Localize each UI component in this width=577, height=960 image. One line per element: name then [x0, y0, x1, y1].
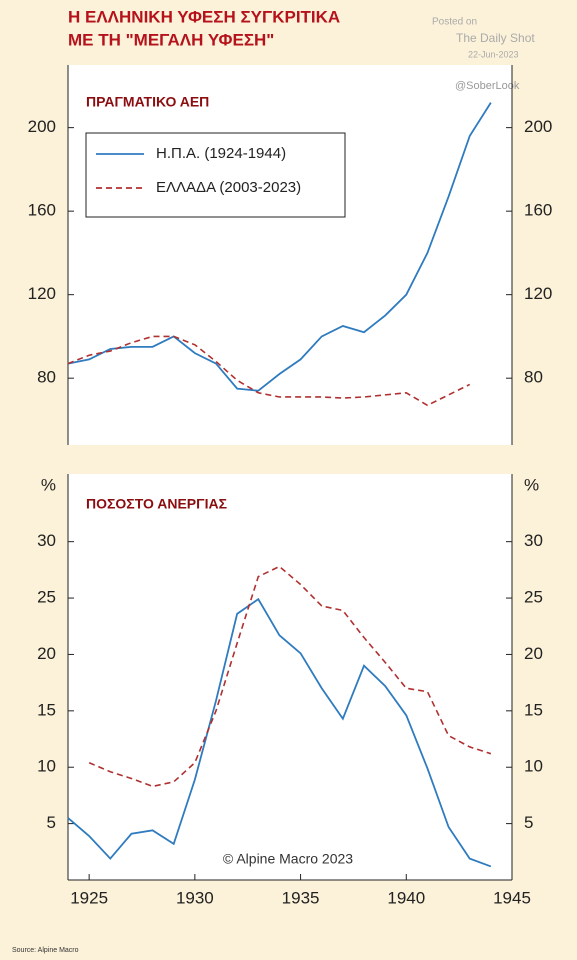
- legend-label: Η.Π.Α. (1924-1944): [156, 145, 286, 162]
- handle: @SoberLook: [455, 80, 520, 92]
- panel-top: [68, 65, 512, 445]
- date: 22-Jun-2023: [468, 49, 519, 59]
- y-tick-label: 160: [28, 201, 56, 220]
- page-title: Η ΕΛΛΗΝΙΚΗ ΥΦΕΣΗ ΣΥΓΚΡΙΤΙΚΑ: [68, 7, 340, 26]
- data-line: [67, 102, 492, 392]
- posted: Posted on: [432, 17, 477, 28]
- y-tick-label: 5: [524, 813, 533, 832]
- annotation: © Alpine Macro 2023: [223, 851, 353, 867]
- legend-box: [85, 132, 346, 218]
- y-tick-label: 20: [37, 644, 56, 663]
- y-tick-label: 30: [37, 531, 56, 550]
- y-tick-label: 15: [524, 700, 543, 719]
- y-tick-label: 20: [524, 644, 543, 663]
- panel-bottom: [68, 474, 512, 880]
- y-tick-label: 10: [524, 757, 543, 776]
- x-tick-label: 1940: [387, 888, 425, 907]
- y-tick-label: 120: [524, 284, 552, 303]
- y-tick-label: 10: [37, 757, 56, 776]
- publisher: The Daily Shot: [456, 31, 535, 45]
- y-tick-label: 25: [37, 588, 56, 607]
- y-tick-label: 30: [524, 531, 543, 550]
- y-unit: %: [524, 475, 539, 494]
- page-title: ΜΕ ΤΗ "ΜΕΓΑΛΗ ΥΦΕΣΗ": [68, 30, 274, 49]
- x-tick-label: 1945: [493, 888, 531, 907]
- data-line: [67, 335, 471, 407]
- y-tick-label: 160: [524, 201, 552, 220]
- data-line: [67, 597, 492, 868]
- y-unit: %: [41, 475, 56, 494]
- x-tick-label: 1935: [282, 888, 320, 907]
- y-tick-label: 200: [28, 117, 56, 136]
- x-tick-label: 1930: [176, 888, 214, 907]
- data-line: [88, 565, 492, 788]
- y-tick-label: 120: [28, 284, 56, 303]
- x-tick-label: 1925: [70, 888, 108, 907]
- y-tick-label: 80: [524, 368, 543, 387]
- y-tick-label: 80: [37, 368, 56, 387]
- y-tick-label: 15: [37, 700, 56, 719]
- y-tick-label: 5: [47, 813, 56, 832]
- panel-title: ΠΟΣΟΣΤΟ ΑΝΕΡΓΙΑΣ: [86, 496, 227, 512]
- panel-title: ΠΡΑΓΜΑΤΙΚΟ ΑΕΠ: [86, 94, 209, 110]
- y-tick-label: 25: [524, 588, 543, 607]
- source: Source: Alpine Macro: [12, 947, 79, 954]
- y-tick-label: 200: [524, 117, 552, 136]
- legend-label: ΕΛΛΑΔΑ (2003-2023): [156, 179, 301, 196]
